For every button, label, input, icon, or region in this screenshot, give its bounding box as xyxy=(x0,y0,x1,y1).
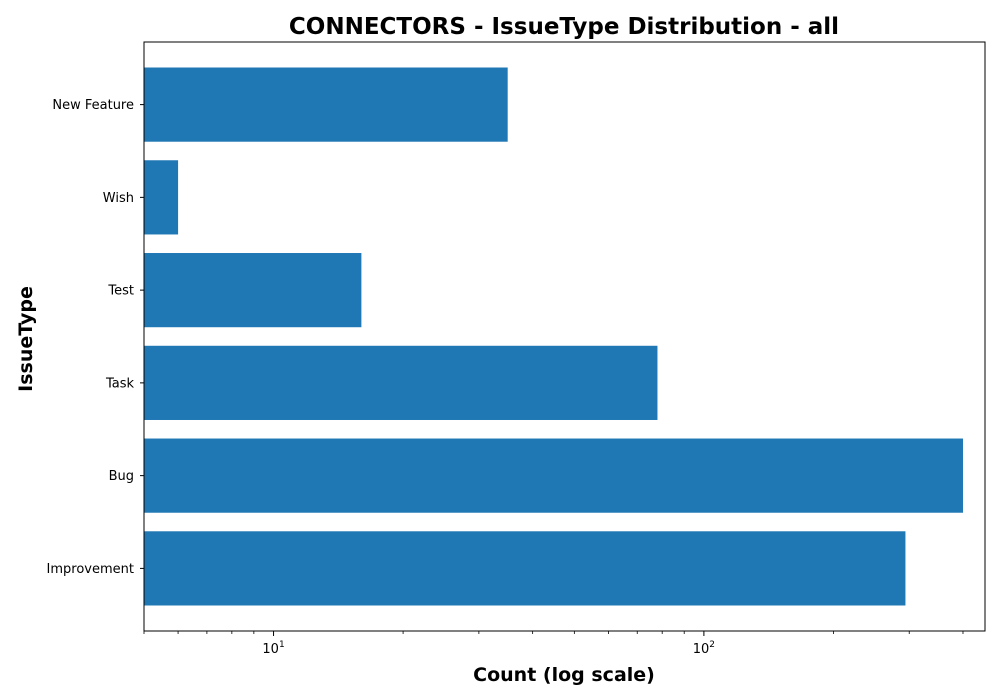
y-axis-ticks: Improvement Bug Task Test Wish New Feature xyxy=(47,98,144,577)
y-tick-label: Wish xyxy=(103,191,134,206)
bar-task xyxy=(144,345,658,420)
x-tick-label: 102 xyxy=(693,640,715,657)
bar-test xyxy=(144,253,362,328)
chart-title: CONNECTORS - IssueType Distribution - al… xyxy=(289,14,839,40)
y-tick-label: Improvement xyxy=(47,562,134,577)
y-tick-label: New Feature xyxy=(52,98,134,113)
y-tick-label: Task xyxy=(105,376,135,391)
plot-frame xyxy=(143,41,986,632)
bar-improvement xyxy=(144,531,906,606)
x-axis-ticks: 101 102 xyxy=(143,631,964,657)
x-axis-label: Count (log scale) xyxy=(473,664,655,686)
y-tick-label: Bug xyxy=(109,469,134,484)
x-tick-label: 101 xyxy=(262,640,284,657)
bar-new-feature xyxy=(144,67,508,142)
bar-wish xyxy=(144,160,179,235)
bar-bug xyxy=(144,438,963,513)
y-tick-label: Test xyxy=(107,284,134,299)
bars-layer xyxy=(144,67,963,606)
y-axis-label: IssueType xyxy=(15,286,37,392)
